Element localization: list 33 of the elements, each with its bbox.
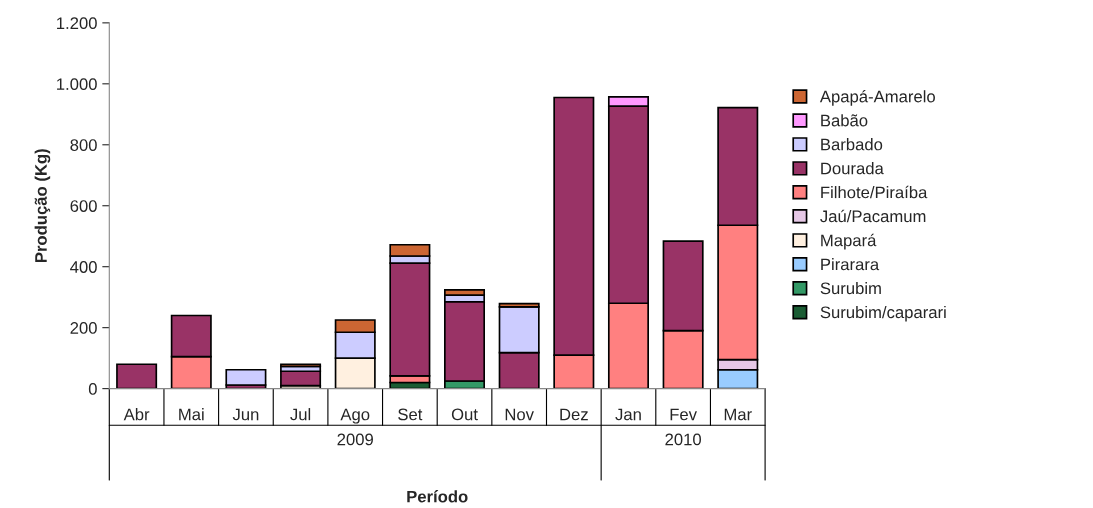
y-axis-title: Produção (Kg) bbox=[34, 149, 51, 263]
legend-label: Barbado bbox=[821, 138, 883, 151]
legend-label: Jaú/Pacamum bbox=[820, 209, 926, 223]
x-axis-title: Período bbox=[407, 490, 468, 503]
y-tick-label: 600 bbox=[70, 200, 97, 212]
legend-label: Surubim bbox=[820, 281, 881, 295]
x-tick-label: Fev bbox=[670, 408, 697, 421]
y-tick-label: 1.200 bbox=[57, 17, 97, 30]
y-tick-label: 1.000 bbox=[57, 78, 97, 91]
legend-label: Surubim/caparari bbox=[820, 305, 946, 322]
legend-label: Dourada bbox=[821, 162, 884, 175]
x-tick-label: Jul bbox=[290, 408, 311, 421]
x-tick-label: Jun bbox=[232, 408, 259, 421]
x-tick-label: Jan bbox=[615, 408, 641, 421]
x-tick-label: Set bbox=[398, 408, 423, 421]
x-tick-label: Mai bbox=[179, 408, 204, 421]
x-tick-label: Out bbox=[451, 408, 478, 421]
legend-label: Babão bbox=[821, 114, 868, 127]
y-tick-label: 400 bbox=[70, 261, 97, 273]
x-tick-label: Ago bbox=[340, 408, 370, 424]
x-tick-label: Dez bbox=[560, 408, 588, 421]
y-tick-label: 0 bbox=[88, 383, 97, 395]
x-tick-label: Abr bbox=[123, 408, 150, 421]
y-tick-label: 800 bbox=[70, 139, 97, 151]
x-tick-label: Mar bbox=[724, 408, 752, 421]
text: 2009 bbox=[337, 433, 373, 446]
legend-label: Apapá-Amarelo bbox=[819, 90, 935, 106]
x-tick-label: Nov bbox=[505, 408, 534, 421]
legend-label: Filhote/Piraíba bbox=[821, 185, 928, 199]
legend-label: Mapará bbox=[821, 233, 877, 250]
y-tick-label: 200 bbox=[70, 322, 97, 334]
legend-label: Pirarara bbox=[821, 258, 880, 271]
text: 2010 bbox=[665, 433, 702, 446]
